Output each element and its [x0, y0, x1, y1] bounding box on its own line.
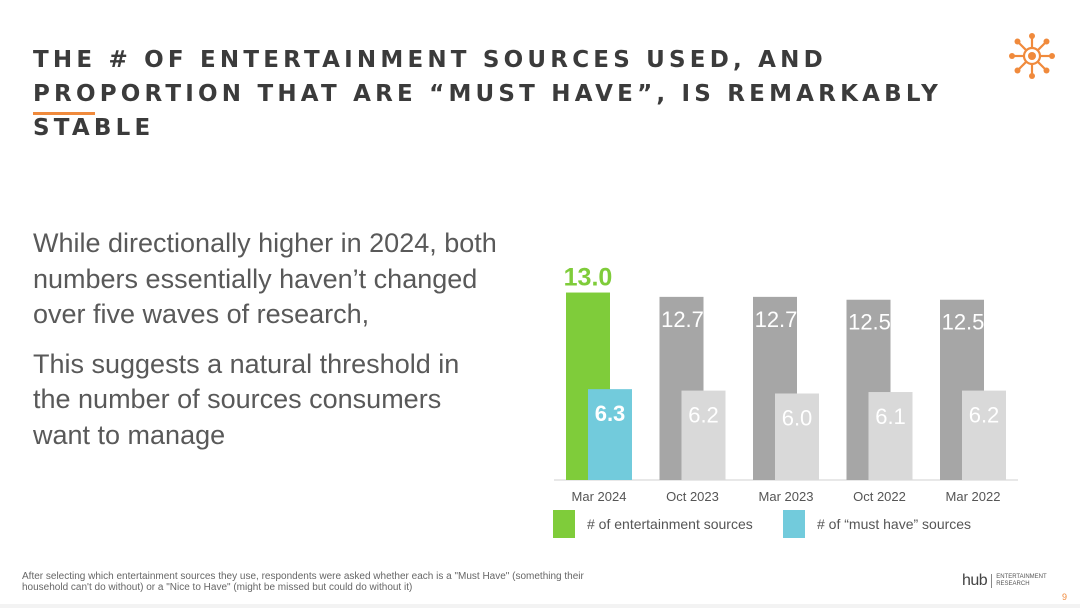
bar-must-have: [775, 393, 819, 480]
brand-divider: [991, 574, 993, 588]
category-label: Oct 2022: [853, 489, 906, 504]
bar-must-have: [681, 390, 726, 480]
legend-label-must-have: # of “must have” sources: [817, 516, 972, 532]
bar-must-have: [588, 389, 632, 480]
brand-subtitle: ENTERTAINMENT RESEARCH: [996, 574, 1047, 587]
title-underline: [33, 112, 95, 115]
page-number: 9: [1062, 592, 1068, 602]
bar-must-have: [962, 390, 1006, 480]
brand-name: hub: [962, 572, 988, 589]
sun-network-icon: [1009, 33, 1055, 79]
slide-title: THE # OF ENTERTAINMENT SOURCES USED, AND…: [33, 47, 942, 141]
footnote: After selecting which entertainment sour…: [22, 571, 584, 593]
category-label: Mar 2023: [759, 489, 814, 504]
data-label-must-have: 6.2: [688, 403, 719, 428]
data-label-must-have: 6.0: [782, 405, 813, 430]
legend-swatch-blue: [783, 510, 805, 538]
data-label-must-have: 6.1: [875, 404, 906, 429]
legend-item-total-sources: # of entertainment sources: [553, 510, 753, 538]
legend-label-total-sources: # of entertainment sources: [587, 516, 753, 532]
category-label: Mar 2024: [572, 489, 627, 504]
body-text: While directionally higher in 2024, both…: [33, 226, 503, 467]
brand-logo: hub ENTERTAINMENT RESEARCH: [962, 572, 1047, 590]
data-label-must-have: 6.3: [595, 401, 626, 426]
body-paragraph-1: While directionally higher in 2024, both…: [33, 228, 497, 329]
data-label-must-have: 6.2: [969, 403, 1000, 428]
bottom-bar: [0, 604, 1080, 608]
category-label: Oct 2023: [666, 489, 719, 504]
bar-must-have: [868, 392, 913, 480]
legend-swatch-green: [553, 510, 575, 538]
category-label: Mar 2022: [946, 489, 1001, 504]
bar-chart: 13.0 6.3 Mar 2024 12.7 6.2 Oct 2023 12.7 6.0 Mar…: [554, 264, 1018, 504]
data-label-total-sources: 12.5: [942, 310, 985, 335]
data-label-total-sources: 12.7: [661, 307, 704, 332]
body-paragraph-2: This suggests a natural threshold in the…: [33, 348, 460, 450]
legend-item-must-have: # of “must have” sources: [783, 510, 971, 538]
data-label-total-sources: 12.7: [755, 307, 798, 332]
data-label-total-sources: 13.0: [564, 264, 613, 292]
data-label-total-sources: 12.5: [848, 310, 891, 335]
